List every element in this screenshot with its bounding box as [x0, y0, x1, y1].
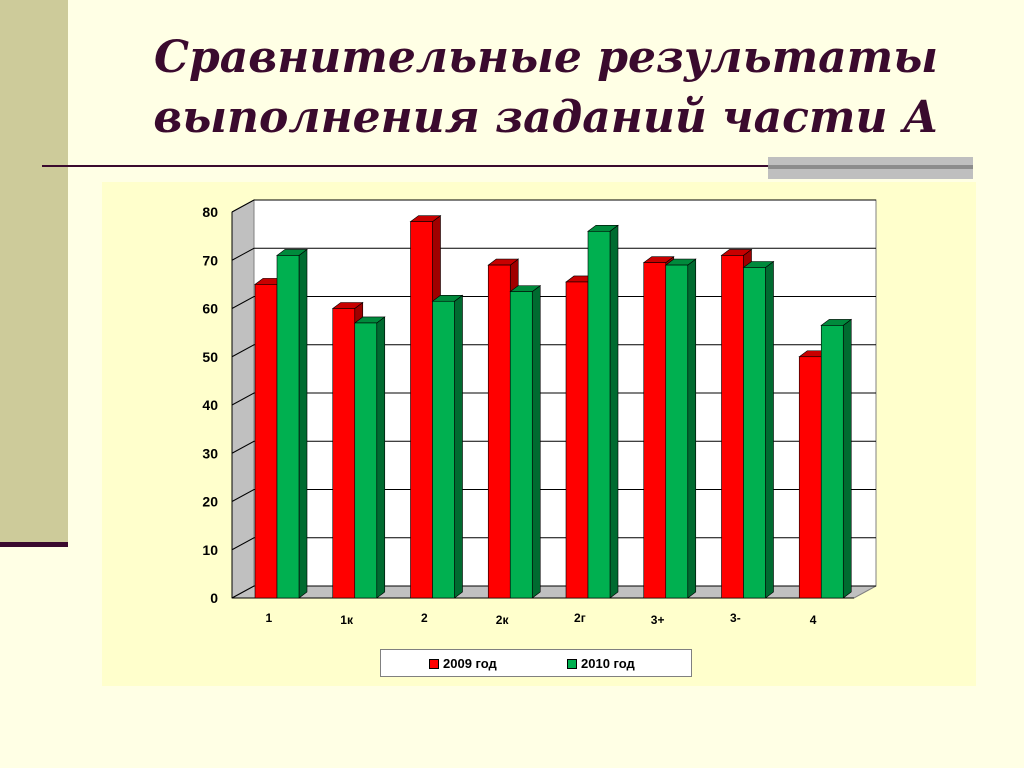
bar-2010: [509, 291, 533, 599]
legend-swatch-2009: [429, 658, 439, 669]
bar-2010: [743, 267, 766, 599]
legend-label-2010: 2010 год: [581, 656, 635, 671]
bar-2010: [820, 325, 844, 599]
y-tick-label: 40: [202, 397, 218, 413]
bar-2009: [410, 221, 433, 599]
x-tick-label: 3+: [651, 613, 665, 627]
left-decor-band: [0, 0, 68, 542]
y-tick-label: 10: [202, 542, 218, 558]
x-tick-label: 1к: [340, 613, 354, 627]
bar-side: [376, 316, 386, 599]
bar-side: [609, 224, 619, 599]
legend-swatch-2010: [567, 658, 577, 669]
title-line-2: выполнения заданий части А: [153, 92, 939, 143]
y-tick-label: 60: [202, 301, 218, 317]
gridline: [231, 199, 876, 213]
legend-item-2010: 2010 год: [567, 656, 635, 671]
x-tick-label: 2г: [574, 611, 586, 625]
bar-side: [531, 285, 541, 599]
left-decor-line: [0, 542, 68, 547]
plot-floor: [231, 585, 877, 599]
bar-2010: [432, 300, 455, 599]
bar-2009: [643, 262, 667, 599]
gridline: [231, 247, 876, 261]
bar-2009: [565, 281, 589, 599]
bar-side: [842, 318, 852, 599]
bar-2010: [665, 264, 689, 599]
y-tick-label: 50: [202, 349, 218, 365]
y-tick-label: 20: [202, 494, 218, 510]
x-tick-label: 2: [421, 611, 428, 625]
chart-legend: 2009 год 2010 год: [380, 649, 692, 677]
gray-decor-line: [768, 165, 973, 169]
slide-title: Сравнительные результаты выполнения зада…: [68, 28, 1024, 148]
x-tick-label: 1: [266, 611, 273, 625]
title-line-1: Сравнительные результаты: [154, 32, 938, 83]
y-tick-label: 0: [210, 590, 218, 606]
legend-item-2009: 2009 год: [429, 656, 497, 671]
bar-side: [687, 258, 697, 599]
bar-2010: [276, 255, 300, 599]
title-rule: [42, 165, 770, 167]
bar-2009: [721, 255, 744, 599]
bar-chart: 0 10 20 30 40 50 60 70 80 1 1к 2 2к 2г 3+ 3- 4: [202, 199, 877, 627]
y-tick-label: 30: [202, 445, 218, 461]
bar-side: [298, 248, 308, 599]
y-tick-label: 80: [202, 204, 218, 220]
bar-2010: [587, 230, 611, 599]
x-tick-label: 3-: [730, 611, 741, 625]
bar-2009: [487, 264, 511, 599]
bar-2010: [354, 322, 378, 599]
x-tick-label: 2к: [496, 613, 510, 627]
y-tick-label: 70: [202, 252, 218, 268]
bar-2009: [254, 284, 278, 599]
legend-label-2009: 2009 год: [443, 656, 497, 671]
bar-side: [765, 260, 774, 599]
x-tick-label: 4: [810, 613, 817, 627]
bar-side: [454, 294, 463, 599]
bar-2009: [798, 356, 822, 599]
bar-2009: [332, 308, 356, 599]
chart-area: 0 10 20 30 40 50 60 70 80 1 1к 2 2к 2г 3+ 3- 4: [102, 182, 976, 686]
